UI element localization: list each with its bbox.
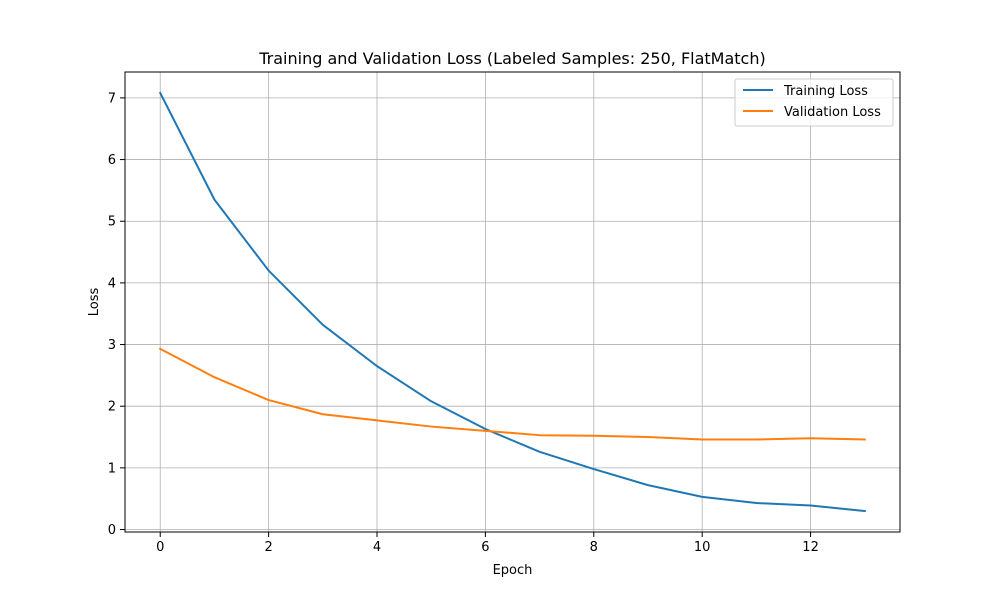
y-tick-label: 5: [108, 215, 116, 230]
x-axis-label: Epoch: [493, 563, 533, 578]
legend: Training Loss Validation Loss: [734, 78, 894, 127]
x-tick-label: 0: [156, 540, 164, 555]
legend-label-training-loss: Training Loss: [783, 84, 868, 99]
y-axis-label: Loss: [87, 288, 102, 317]
legend-frame: [734, 78, 894, 127]
y-tick-label: 1: [108, 461, 116, 476]
series-line-training-loss: [158, 91, 866, 513]
y-tick-label: 2: [108, 400, 116, 415]
x-tick-label: 8: [590, 540, 598, 555]
x-axis-ticks: 0 2 4 6 8 10 12: [156, 532, 819, 555]
grid: [125, 72, 900, 532]
y-tick-label: 7: [108, 91, 116, 106]
x-tick-label: 6: [481, 540, 489, 555]
x-tick-label: 4: [373, 540, 381, 555]
chart-title: Training and Validation Loss (Labeled Sa…: [258, 49, 765, 68]
plot-area-frame: [124, 71, 901, 533]
x-tick-label: 10: [694, 540, 711, 555]
y-axis-ticks: 0 1 2 3 4 5 6 7: [108, 91, 125, 538]
legend-label-validation-loss: Validation Loss: [784, 105, 881, 120]
y-tick-label: 4: [108, 276, 116, 291]
y-tick-label: 0: [108, 523, 116, 538]
series-line-validation-loss: [158, 347, 866, 441]
x-tick-label: 12: [802, 540, 819, 555]
y-tick-label: 3: [108, 338, 116, 353]
series-lines: [158, 91, 866, 513]
x-tick-label: 2: [264, 540, 272, 555]
y-tick-label: 6: [108, 153, 116, 168]
